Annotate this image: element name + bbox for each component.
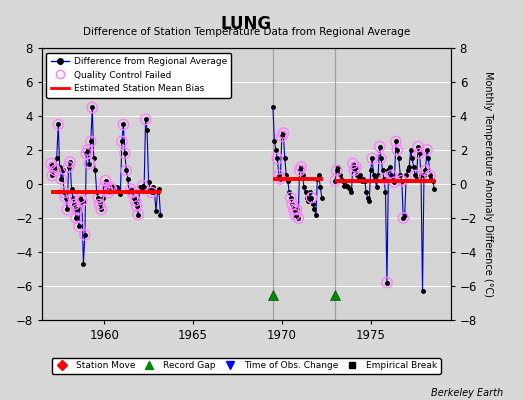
Point xyxy=(102,177,110,184)
Point xyxy=(352,164,360,170)
Point xyxy=(289,206,298,213)
Point xyxy=(122,167,130,174)
Point xyxy=(50,164,58,170)
Point xyxy=(411,172,419,179)
Point xyxy=(88,104,96,111)
Title: LUNG: LUNG xyxy=(221,14,272,32)
Point xyxy=(393,147,401,153)
Point xyxy=(54,121,62,128)
Point xyxy=(350,167,358,174)
Point xyxy=(331,177,340,184)
Point xyxy=(104,189,113,196)
Point xyxy=(348,160,357,167)
Point xyxy=(414,143,422,150)
Point xyxy=(60,189,68,196)
Point xyxy=(84,147,92,153)
Point xyxy=(141,116,150,122)
Point xyxy=(291,211,299,218)
Point xyxy=(138,182,147,189)
Point xyxy=(279,130,288,136)
Point xyxy=(72,215,80,221)
Point xyxy=(375,143,384,150)
Point xyxy=(127,186,135,192)
Point xyxy=(57,176,66,182)
Point xyxy=(380,176,388,182)
Point xyxy=(275,172,283,179)
Point xyxy=(75,223,83,230)
Point xyxy=(421,167,430,174)
Point xyxy=(47,160,55,167)
Point xyxy=(416,150,424,156)
Y-axis label: Monthly Temperature Anomaly Difference (°C): Monthly Temperature Anomaly Difference (… xyxy=(483,71,493,297)
Point xyxy=(377,155,385,162)
Point xyxy=(423,147,431,153)
Point xyxy=(147,189,156,196)
Point xyxy=(95,201,104,208)
Point xyxy=(81,232,89,238)
Point xyxy=(70,201,79,208)
Point xyxy=(128,189,136,196)
Point xyxy=(97,206,105,213)
Point xyxy=(76,194,84,201)
Point xyxy=(107,186,116,192)
Point xyxy=(296,167,304,174)
Point xyxy=(294,215,302,221)
Point xyxy=(78,198,86,204)
Point xyxy=(86,138,95,145)
Point xyxy=(63,206,71,213)
Point xyxy=(119,121,127,128)
Point xyxy=(288,201,297,208)
Point xyxy=(368,155,376,162)
Point xyxy=(399,215,408,221)
Point xyxy=(69,194,77,201)
Point xyxy=(398,177,406,184)
Point xyxy=(287,194,295,201)
Text: Difference of Station Temperature Data from Regional Average: Difference of Station Temperature Data f… xyxy=(83,27,410,37)
Point xyxy=(273,155,281,162)
Point xyxy=(85,160,93,167)
Point xyxy=(276,176,285,182)
Point xyxy=(391,138,400,145)
Point xyxy=(73,206,82,213)
Point xyxy=(64,164,73,170)
Point xyxy=(103,186,111,192)
Point xyxy=(297,164,305,170)
Point xyxy=(118,138,126,145)
Point xyxy=(121,150,129,156)
Point xyxy=(61,194,70,201)
Point xyxy=(390,179,399,186)
Legend: Station Move, Record Gap, Time of Obs. Change, Empirical Break: Station Move, Record Gap, Time of Obs. C… xyxy=(51,358,441,374)
Point xyxy=(307,194,315,201)
Point xyxy=(387,172,396,179)
Point xyxy=(278,133,286,140)
Point xyxy=(134,211,143,218)
Point xyxy=(292,206,301,213)
Point xyxy=(94,194,102,201)
Point xyxy=(66,159,74,165)
Point xyxy=(383,279,391,286)
Point xyxy=(133,203,141,209)
Point xyxy=(51,167,59,174)
Point xyxy=(131,198,139,204)
Point xyxy=(332,167,341,174)
Text: Berkeley Earth: Berkeley Earth xyxy=(431,388,503,398)
Point xyxy=(425,172,434,179)
Point xyxy=(48,172,57,179)
Point xyxy=(100,184,108,190)
Point xyxy=(106,184,114,190)
Point xyxy=(82,150,91,156)
